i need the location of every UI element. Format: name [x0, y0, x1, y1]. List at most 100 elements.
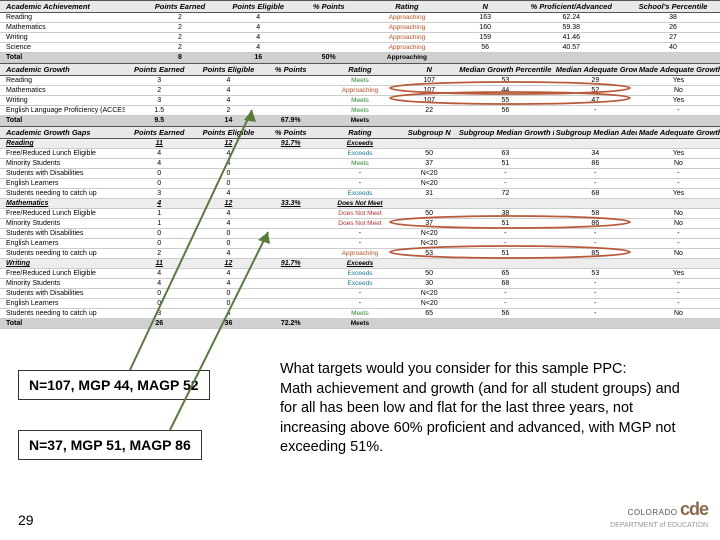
- cell: Approaching: [360, 23, 454, 33]
- table-row: Students with Disabilities00-N<20---: [0, 289, 720, 299]
- data-table: Academic GrowthPoints EarnedPoints Eligi…: [0, 63, 720, 126]
- cell: 0: [194, 229, 263, 239]
- cell: 16: [219, 53, 297, 63]
- cell: Reading: [0, 139, 125, 149]
- col-header: Subgroup Median Adequate Growth Percenti…: [554, 127, 637, 139]
- cell: 1: [125, 219, 194, 229]
- col-header: Rating: [360, 1, 454, 13]
- cell: Meets: [318, 96, 401, 106]
- col-header: Points Eligible: [194, 64, 263, 76]
- cell: 12: [194, 139, 263, 149]
- cell: 159: [454, 33, 517, 43]
- cell: [263, 149, 318, 159]
- cell: Writing: [0, 33, 141, 43]
- cell: 2: [125, 249, 194, 259]
- cell: 12: [194, 199, 263, 209]
- cell: -: [554, 106, 637, 116]
- cell: Total: [0, 53, 141, 63]
- cell: -: [457, 239, 554, 249]
- col-header: % Proficient/Advanced: [516, 1, 626, 13]
- col-header: N: [454, 1, 517, 13]
- cell: [263, 179, 318, 189]
- cell: [457, 116, 554, 126]
- cell: -: [318, 229, 401, 239]
- cell: N<20: [402, 229, 457, 239]
- cell: Exceeds: [318, 189, 401, 199]
- cell: -: [637, 106, 720, 116]
- cell: 107: [402, 86, 457, 96]
- cell: 91.7%: [263, 259, 318, 269]
- cell: 67.9%: [263, 116, 318, 126]
- cell: [263, 299, 318, 309]
- cell: Meets: [318, 76, 401, 86]
- cell: [297, 33, 360, 43]
- cell: 30: [402, 279, 457, 289]
- cell: -: [318, 289, 401, 299]
- cell: 4: [194, 279, 263, 289]
- cell: -: [457, 289, 554, 299]
- cell: 37: [402, 159, 457, 169]
- cell: [263, 159, 318, 169]
- cell: [516, 53, 626, 63]
- cell: 44: [457, 86, 554, 96]
- cell: Mathematics: [0, 23, 141, 33]
- cell: 12: [194, 259, 263, 269]
- cell: 86: [554, 219, 637, 229]
- cell: 4: [194, 159, 263, 169]
- cell: Minority Students: [0, 279, 125, 289]
- cell: [402, 259, 457, 269]
- cell: Exceeds: [318, 279, 401, 289]
- cell: -: [637, 279, 720, 289]
- cell: 160: [454, 23, 517, 33]
- cell: Science: [0, 43, 141, 53]
- col-header: Made Adequate Growth?: [637, 127, 720, 139]
- cell: 51: [457, 249, 554, 259]
- cell: 4: [194, 189, 263, 199]
- col-header: Points Eligible: [194, 127, 263, 139]
- cell: -: [554, 279, 637, 289]
- cell: [263, 189, 318, 199]
- cell: Reading: [0, 76, 125, 86]
- cell: Minority Students: [0, 159, 125, 169]
- cell: No: [637, 249, 720, 259]
- cell: [263, 209, 318, 219]
- cell: Free/Reduced Lunch Eligible: [0, 149, 125, 159]
- cell: -: [554, 169, 637, 179]
- cell: Exceeds: [318, 139, 401, 149]
- cell: [402, 116, 457, 126]
- cell: 38: [626, 13, 720, 23]
- cell: 0: [125, 299, 194, 309]
- cell: 4: [194, 96, 263, 106]
- cell: 4: [125, 199, 194, 209]
- cell: Total: [0, 116, 125, 126]
- cell: [263, 279, 318, 289]
- cell: -: [554, 289, 637, 299]
- cell: 4: [194, 76, 263, 86]
- cell: [457, 139, 554, 149]
- cell: [263, 269, 318, 279]
- cell: 2: [141, 13, 219, 23]
- cell: 47: [554, 96, 637, 106]
- callout-1: N=107, MGP 44, MAGP 52: [18, 370, 210, 400]
- cell: 0: [194, 299, 263, 309]
- cell: Exceeds: [318, 259, 401, 269]
- cell: 31: [402, 189, 457, 199]
- cell: 62.24: [516, 13, 626, 23]
- col-header: Points Earned: [125, 127, 194, 139]
- table-row: Minority Students44Meets375186No: [0, 159, 720, 169]
- slide: { "achievement": { "header": ["Academic …: [0, 0, 720, 540]
- cell: 58: [554, 209, 637, 219]
- cell: No: [637, 209, 720, 219]
- cell: Yes: [637, 189, 720, 199]
- cell: 27: [626, 33, 720, 43]
- cell: [457, 319, 554, 329]
- table-row: Free/Reduced Lunch Eligible44Exceeds5063…: [0, 149, 720, 159]
- col-header: % Points: [263, 64, 318, 76]
- cell: 63: [457, 149, 554, 159]
- cell: No: [637, 159, 720, 169]
- cell: 29: [554, 76, 637, 86]
- cell: 2: [125, 86, 194, 96]
- cell: Approaching: [360, 33, 454, 43]
- cell: 68: [457, 279, 554, 289]
- table-row: Total263672.2%Meets: [0, 319, 720, 329]
